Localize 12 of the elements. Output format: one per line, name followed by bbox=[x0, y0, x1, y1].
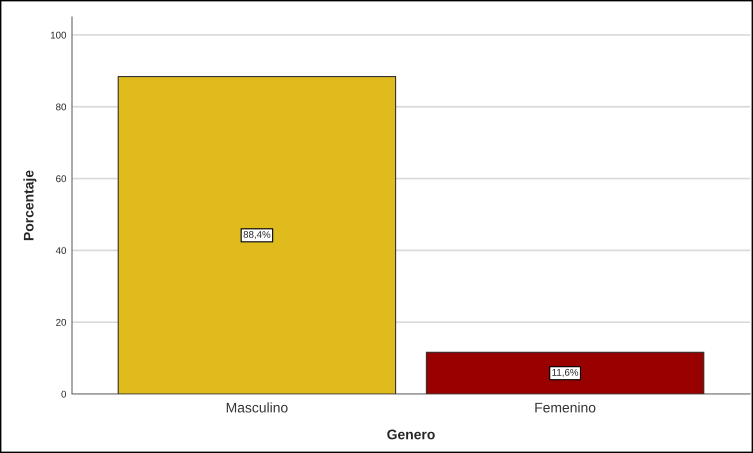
x-tick-label: Femenino bbox=[535, 402, 596, 413]
y-axis-title: Porcentaje bbox=[23, 170, 36, 240]
x-tick-label: Masculino bbox=[226, 402, 288, 413]
y-tick-label: 0 bbox=[61, 390, 66, 398]
data-label: 11,6% bbox=[552, 368, 578, 377]
y-tick-label: 20 bbox=[56, 318, 66, 326]
y-tick-label: 80 bbox=[56, 103, 66, 110]
x-axis-title: Genero bbox=[387, 430, 435, 440]
data-label: 88,4% bbox=[244, 231, 270, 240]
y-tick-label: 60 bbox=[56, 175, 66, 182]
y-tick-label: 40 bbox=[56, 247, 66, 254]
y-tick-label: 100 bbox=[50, 32, 66, 39]
